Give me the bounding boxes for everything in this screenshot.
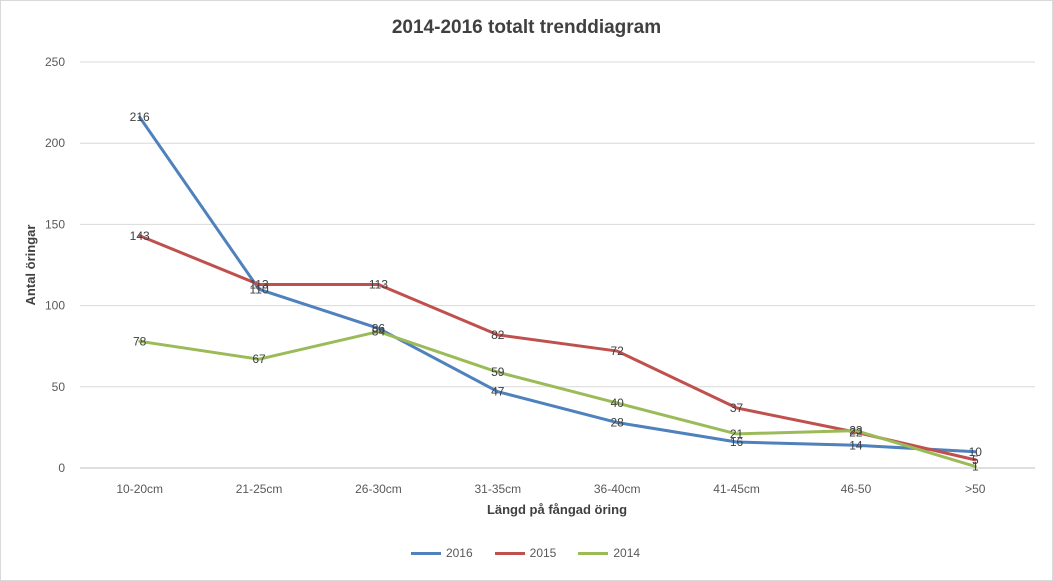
data-label: 59 xyxy=(491,365,505,379)
data-label: 23 xyxy=(849,424,863,438)
data-label: 110 xyxy=(249,282,268,296)
data-label: 216 xyxy=(130,110,150,124)
legend-swatch xyxy=(578,551,609,555)
legend-label: 2014 xyxy=(613,546,641,560)
legend-label: 2015 xyxy=(529,546,557,560)
series-line-2015 xyxy=(138,234,977,462)
x-axis-ticks: 10-20cm 21-25cm 26-30cm 31-35cm 36-40cm 41-45… xyxy=(116,482,985,496)
x-tick-label: 10-20cm xyxy=(116,482,163,496)
x-tick-label: 46-50 xyxy=(841,482,872,496)
data-label: 67 xyxy=(252,352,266,366)
y-axis-ticks: 0 50 100 150 200 250 xyxy=(45,55,65,475)
x-tick-label: 31-35cm xyxy=(474,482,521,496)
data-label: 47 xyxy=(491,385,505,399)
series-lines xyxy=(138,115,977,468)
data-label: 113 xyxy=(369,277,388,291)
series-line-2014 xyxy=(138,330,977,468)
x-tick-label: 21-25cm xyxy=(236,482,283,496)
gridlines xyxy=(80,61,1035,469)
chart-legend: 2016 2015 2014 xyxy=(0,546,1051,560)
data-label: 113 xyxy=(249,277,268,291)
x-tick-label: 26-30cm xyxy=(355,482,402,496)
chart-title: 2014-2016 totalt trenddiagram xyxy=(391,17,662,38)
data-label: 16 xyxy=(730,435,744,449)
y-tick-label: 50 xyxy=(52,380,66,394)
legend-swatch xyxy=(410,551,441,555)
y-tick-label: 0 xyxy=(58,461,65,475)
x-tick-label: >50 xyxy=(965,482,986,496)
data-label: 21 xyxy=(730,427,744,441)
y-tick-label: 150 xyxy=(45,217,65,231)
legend-item-2014: 2014 xyxy=(578,546,640,560)
data-label: 40 xyxy=(611,396,625,410)
legend-label: 2016 xyxy=(445,546,473,560)
y-tick-label: 200 xyxy=(45,136,65,150)
data-label: 28 xyxy=(611,416,625,430)
x-tick-label: 36-40cm xyxy=(594,482,641,496)
data-label: 37 xyxy=(730,401,744,415)
data-label: 22 xyxy=(849,425,863,439)
data-label: 82 xyxy=(491,328,505,342)
x-tick-label: 41-45cm xyxy=(713,482,760,496)
data-label: 78 xyxy=(133,334,147,348)
series-line-2016 xyxy=(138,115,977,454)
data-label: 143 xyxy=(130,229,150,243)
x-axis-title: Längd på fångad öring xyxy=(487,502,627,517)
data-label: 84 xyxy=(372,325,386,339)
data-label: 10 xyxy=(969,445,983,459)
legend-swatch xyxy=(494,551,525,555)
data-label: 72 xyxy=(611,344,625,358)
data-label: 86 xyxy=(372,321,386,335)
data-label: 1 xyxy=(972,459,979,473)
legend-item-2016: 2016 xyxy=(410,546,473,560)
y-tick-label: 250 xyxy=(45,55,65,69)
legend-item-2015: 2015 xyxy=(494,546,557,560)
y-tick-label: 100 xyxy=(45,299,65,313)
data-label: 5 xyxy=(972,453,979,467)
data-label: 14 xyxy=(849,438,863,452)
y-axis-title: Antal öringar xyxy=(23,225,38,306)
data-labels: 216 110 86 47 28 16 14 10 143 113 113 82 72 37 22 5 78 67… xyxy=(130,110,983,473)
